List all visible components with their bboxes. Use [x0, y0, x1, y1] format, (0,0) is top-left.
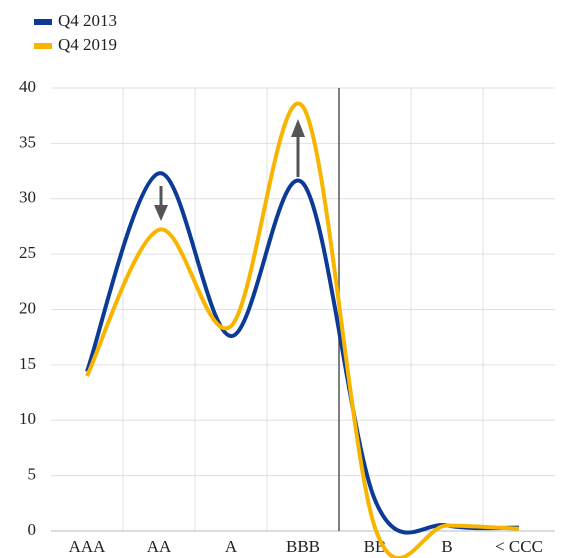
legend: Q4 2013 Q4 2019	[34, 11, 117, 54]
legend-swatch	[34, 43, 52, 49]
arrow-up	[291, 119, 305, 177]
arrow-down	[154, 186, 168, 221]
legend-label: Q4 2013	[58, 11, 117, 30]
series-line	[85, 101, 520, 558]
y-tick-label: 40	[19, 77, 36, 96]
x-tick-label: A	[225, 537, 238, 556]
x-tick-label: AAA	[69, 537, 107, 556]
y-tick-label: 10	[19, 409, 36, 428]
y-tick-label: 5	[28, 465, 37, 484]
y-tick-label: 15	[19, 354, 36, 373]
y-tick-label: 30	[19, 188, 36, 207]
legend-swatch	[34, 19, 52, 25]
lines	[85, 101, 520, 558]
x-tick-label: AA	[147, 537, 172, 556]
y-tick-label: 0	[28, 520, 37, 539]
y-tick-label: 35	[19, 132, 36, 151]
x-tick-label: BBB	[286, 537, 320, 556]
y-tick-label: 25	[19, 243, 36, 262]
y-tick-label: 20	[19, 298, 36, 317]
x-tick-label: < CCC	[495, 537, 543, 556]
series-line	[85, 171, 520, 535]
legend-label: Q4 2019	[58, 35, 117, 54]
x-tick-label: B	[441, 537, 452, 556]
